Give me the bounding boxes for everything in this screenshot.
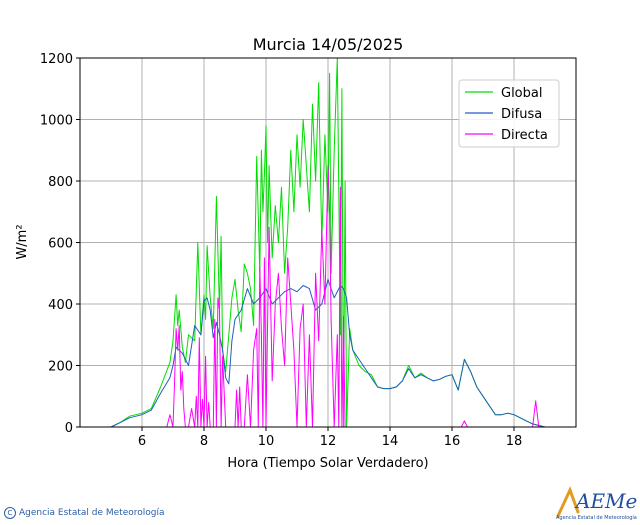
y-tick-label: 1000 <box>40 114 73 129</box>
aemet-logo-mark <box>556 486 580 518</box>
axis-ticks: 6 8 10 12 14 16 18 0 200 400 600 800 1000 1200 <box>40 52 522 449</box>
y-tick-label: 1200 <box>40 52 73 67</box>
copyright-icon: C <box>4 507 16 519</box>
legend-label: Global <box>501 86 542 101</box>
y-tick-label: 200 <box>48 360 73 375</box>
x-tick-label: 6 <box>138 434 146 449</box>
x-tick-label: 14 <box>382 434 399 449</box>
x-tick-label: 10 <box>258 434 275 449</box>
legend-label: Directa <box>501 128 548 143</box>
aemet-logo-subtext: Agencia Estatal de Meteorología <box>556 515 637 521</box>
y-tick-label: 600 <box>48 237 73 252</box>
y-tick-label: 400 <box>48 298 73 313</box>
y-tick-label: 0 <box>65 421 73 436</box>
chart-title: Murcia 14/05/2025 <box>253 35 404 54</box>
footer-agency: C Agencia Estatal de Meteorología <box>4 507 165 519</box>
y-tick-label: 800 <box>48 175 73 190</box>
x-tick-label: 18 <box>506 434 523 449</box>
aemet-logo-text: AEMet <box>574 489 638 513</box>
aemet-logo: AEMet <box>556 486 638 518</box>
series-line-difusa <box>80 278 576 428</box>
x-axis-label: Hora (Tiempo Solar Verdadero) <box>227 456 428 471</box>
footer-agency-text: Agencia Estatal de Meteorología <box>19 508 165 518</box>
x-tick-label: 8 <box>200 434 208 449</box>
legend-label: Difusa <box>501 107 542 122</box>
x-tick-label: 12 <box>320 434 337 449</box>
x-tick-label: 16 <box>444 434 461 449</box>
legend-box <box>458 79 560 148</box>
y-axis-label: W/m² <box>15 224 30 259</box>
legend: Global Difusa Directa <box>458 79 560 148</box>
